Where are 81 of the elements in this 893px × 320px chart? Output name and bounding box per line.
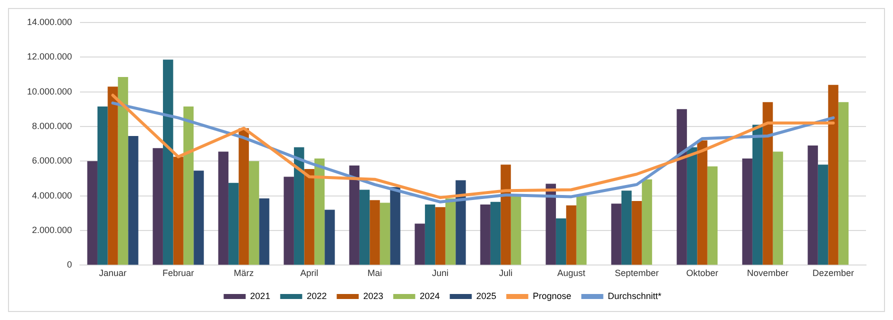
bar xyxy=(707,166,718,265)
bar xyxy=(818,164,828,265)
y-tick-label: 4.000.000 xyxy=(32,190,72,200)
x-tick-label: Juni xyxy=(432,268,449,278)
legend-label: 2022 xyxy=(306,290,327,301)
bar xyxy=(248,161,260,265)
bar xyxy=(752,124,763,265)
legend-label: 2024 xyxy=(420,290,440,301)
bar xyxy=(642,179,652,265)
y-tick-label: 12.000.000 xyxy=(26,52,72,62)
legend-label: Durchschnitt* xyxy=(608,290,662,301)
y-tick-label: 10.000.000 xyxy=(26,86,72,96)
bar xyxy=(259,198,270,265)
bar xyxy=(424,204,436,265)
bar xyxy=(228,182,239,265)
bar xyxy=(632,201,642,265)
bar xyxy=(218,152,228,265)
bar xyxy=(118,77,128,265)
bar xyxy=(576,196,587,265)
x-tick-label: September xyxy=(614,268,659,278)
bar xyxy=(510,194,522,265)
x-tick-label: März xyxy=(234,268,254,278)
bar xyxy=(238,128,249,265)
bar xyxy=(380,202,390,265)
bar xyxy=(762,102,773,265)
legend-label: Prognose xyxy=(532,290,572,301)
y-tick-label: 6.000.000 xyxy=(32,156,72,166)
bar xyxy=(349,165,360,265)
y-tick-label: 0 xyxy=(67,260,72,270)
bar xyxy=(435,207,446,265)
bar xyxy=(566,205,576,265)
bar xyxy=(324,210,335,265)
bar xyxy=(556,218,566,265)
x-tick-label: Dezember xyxy=(812,268,854,278)
bar xyxy=(194,170,204,265)
bar xyxy=(480,204,490,265)
x-tick-label: Januar xyxy=(99,268,127,278)
bar xyxy=(390,187,400,265)
bar xyxy=(294,147,304,265)
x-tick-label: April xyxy=(300,268,318,278)
bar xyxy=(676,109,687,265)
bar xyxy=(546,184,556,265)
y-tick-label: 2.000.000 xyxy=(32,225,72,235)
bar xyxy=(445,198,456,265)
bar xyxy=(97,106,108,265)
legend-label: 2025 xyxy=(476,290,496,301)
bar xyxy=(621,190,632,265)
bar xyxy=(414,224,425,265)
legend-label: 2021 xyxy=(250,290,270,301)
bar xyxy=(611,204,622,265)
bar xyxy=(456,180,466,265)
bar xyxy=(304,168,314,265)
bar xyxy=(686,147,698,265)
y-tick-label: 14.000.000 xyxy=(26,16,72,27)
bar xyxy=(697,140,708,265)
legend-label: 2023 xyxy=(363,290,384,301)
bar xyxy=(838,102,849,265)
bar xyxy=(108,86,118,265)
bar xyxy=(173,156,184,265)
bar xyxy=(284,176,294,265)
bar xyxy=(772,152,784,265)
bar xyxy=(152,148,163,265)
bar xyxy=(183,106,194,265)
bar xyxy=(742,158,752,265)
x-tick-label: Februar xyxy=(162,268,194,278)
x-tick-label: November xyxy=(747,268,789,278)
x-tick-label: Juli xyxy=(499,268,513,278)
bar xyxy=(490,202,501,265)
x-tick-label: Oktober xyxy=(686,268,718,278)
bar xyxy=(128,136,138,265)
bar xyxy=(500,164,511,265)
bar xyxy=(828,84,838,265)
x-tick-label: August xyxy=(557,268,586,278)
bar xyxy=(359,190,370,265)
bar xyxy=(314,158,325,265)
bar xyxy=(808,146,818,265)
bar xyxy=(87,161,98,265)
x-tick-label: Mai xyxy=(368,268,382,278)
bar xyxy=(162,60,174,265)
bar xyxy=(370,200,380,265)
y-tick-label: 8.000.000 xyxy=(32,120,72,131)
